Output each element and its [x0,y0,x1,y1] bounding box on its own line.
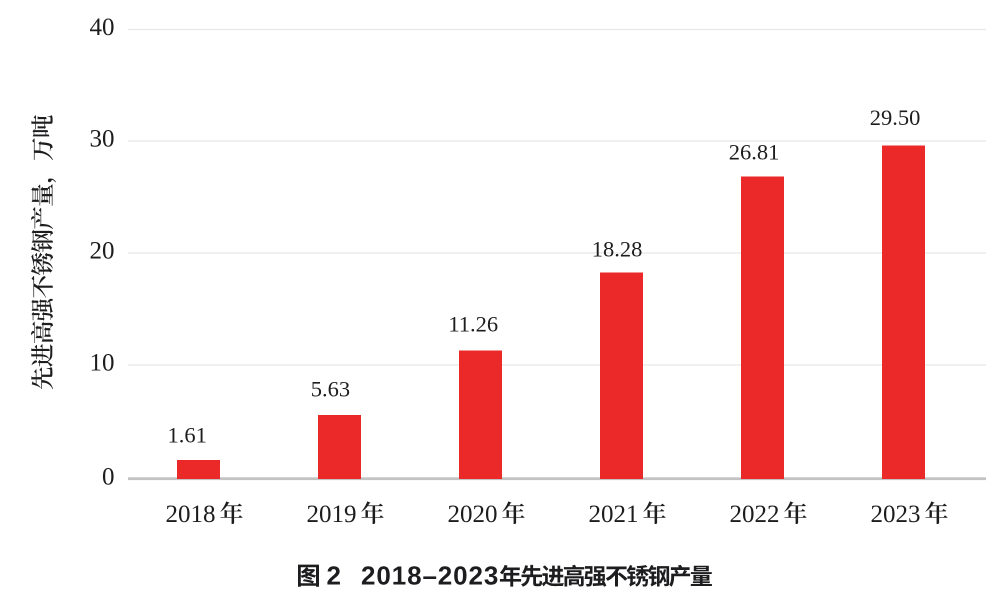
svg-text:29.50: 29.50 [870,105,921,130]
svg-text:1.61: 1.61 [168,423,207,448]
svg-text:5.63: 5.63 [311,377,350,402]
svg-text:2020: 2020 [448,501,498,528]
svg-text:2018–2023: 2018–2023 [361,561,499,591]
svg-text:2021: 2021 [589,501,639,528]
svg-text:30: 30 [90,126,115,153]
svg-text:0: 0 [102,464,115,491]
svg-text:10: 10 [90,350,115,377]
svg-text:2023: 2023 [871,501,921,528]
svg-text:2022: 2022 [730,501,780,528]
svg-text:18.28: 18.28 [592,236,643,261]
svg-text:26.81: 26.81 [729,139,780,164]
svg-text:11.26: 11.26 [448,311,498,336]
svg-text:20: 20 [90,238,115,265]
svg-text:2019: 2019 [307,501,357,528]
svg-text:2018: 2018 [166,501,216,528]
svg-text:2: 2 [327,561,341,591]
svg-text:40: 40 [90,14,115,41]
